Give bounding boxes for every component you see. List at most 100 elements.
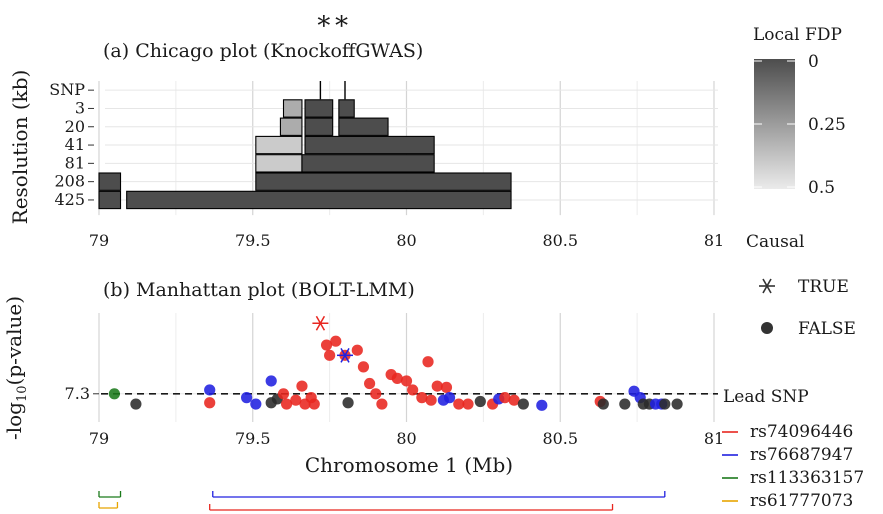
y-tick-label: 41 (65, 135, 85, 154)
manhattan-point (108, 388, 120, 400)
panel-b-y-axis-title: -log10(p-value) (2, 296, 30, 440)
manhattan-point (204, 384, 216, 396)
manhattan-point (431, 380, 443, 392)
panel-a-intervals (98, 99, 512, 210)
y-tick-label: 208 (54, 172, 85, 191)
interval-bar (304, 117, 334, 136)
manhattan-point (241, 392, 253, 404)
causal-star-point (312, 315, 329, 331)
interval-bar (338, 99, 355, 118)
manhattan-point (499, 392, 511, 404)
panel-b-x-ticks: 79 79.5 80 80.5 81 (89, 429, 724, 448)
legend-causal-false-label: FALSE (798, 319, 856, 339)
manhattan-point (597, 398, 609, 410)
x-tick-label: 79.5 (235, 429, 271, 448)
x-tick-label: 79.5 (235, 231, 271, 250)
manhattan-point (364, 377, 376, 390)
manhattan-point (400, 375, 413, 387)
manhattan-point (277, 388, 290, 400)
y-axis-title-prefix: -log (2, 402, 26, 440)
manhattan-point (357, 361, 370, 373)
panel-a-snp-lines (319, 81, 346, 100)
manhattan-point (536, 399, 548, 411)
causal-star-point (337, 347, 353, 363)
manhattan-point (320, 339, 333, 351)
x-tick-label: 80.5 (542, 231, 578, 250)
legend-lead-items: rs74096446 rs76687947 rs113363157 rs6177707… (722, 422, 864, 511)
interval-bar (279, 117, 303, 136)
legend-fdp-tick-label: 0.5 (808, 178, 835, 198)
manhattan-point (474, 395, 486, 408)
y-axis-title-suffix: (p-value) (2, 296, 26, 386)
manhattan-point (416, 392, 428, 404)
manhattan-point (407, 384, 419, 396)
manhattan-point (462, 398, 474, 410)
legend-lead-label: rs74096446 (750, 422, 853, 442)
interval-bar (98, 172, 122, 191)
interval-bar (255, 154, 303, 173)
manhattan-point (422, 356, 434, 368)
manhattan-point (296, 380, 308, 392)
panel-b-y-ticks: 7.3 (65, 384, 99, 403)
legend-causal-true-star-icon (759, 278, 775, 294)
legend-fdp-title: Local FDP (753, 25, 842, 45)
panel-a-x-ticks: 79 79.5 80 80.5 81 (89, 231, 724, 250)
y-tick-label: 81 (65, 153, 85, 172)
manhattan-point (250, 398, 262, 410)
x-tick-label: 80 (396, 231, 416, 250)
manhattan-point (130, 398, 142, 410)
legend-lead-label: rs76687947 (750, 445, 853, 465)
y-tick-label: SNP (49, 80, 85, 99)
legend-causal-true-label: TRUE (798, 277, 849, 297)
star-stroke (315, 315, 326, 331)
interval-bar (255, 172, 512, 191)
manhattan-point (391, 372, 403, 384)
interval-bar (255, 135, 303, 155)
manhattan-point (376, 398, 388, 410)
interval-bar (126, 190, 512, 210)
manhattan-point (342, 397, 354, 409)
manhattan-point (425, 394, 437, 406)
manhattan-point (453, 398, 465, 410)
panel-b-title: (b) Manhattan plot (BOLT-LMM) (103, 279, 415, 301)
significance-marker: ∗∗ (315, 6, 350, 36)
panel-b-points (108, 315, 683, 411)
x-tick-label: 79 (89, 231, 109, 250)
y-tick-label: 3 (75, 98, 85, 117)
legend-fdp-tick-label: 0 (808, 52, 819, 72)
x-tick-label: 79 (89, 429, 109, 448)
manhattan-point (443, 392, 456, 404)
panel-a-title: (a) Chicago plot (KnockoffGWAS) (103, 40, 423, 62)
legend-lead-title: Lead SNP (723, 387, 809, 407)
manhattan-point (308, 398, 320, 410)
y-axis-title-subscript: 10 (15, 385, 30, 402)
y-tick-label: 7.3 (65, 384, 90, 403)
interval-bar (304, 135, 435, 155)
manhattan-point (330, 335, 342, 347)
panel-b-x-axis-title: Chromosome 1 (Mb) (305, 453, 513, 477)
star-stroke (340, 347, 350, 363)
manhattan-point (671, 398, 683, 410)
interval-bar (98, 190, 122, 210)
manhattan-point (508, 394, 520, 406)
legend-fdp-tick-label: 0.25 (808, 115, 846, 135)
manhattan-point (517, 398, 529, 410)
x-tick-label: 80 (396, 429, 416, 448)
y-tick-label: 425 (54, 190, 85, 209)
manhattan-point (659, 398, 671, 410)
manhattan-point (619, 398, 631, 410)
y-tick-label: 20 (65, 117, 85, 136)
manhattan-point (280, 398, 293, 410)
lead-snp-range-bars (98, 491, 666, 511)
panel-a-y-axis-title: Resolution (kb) (8, 70, 32, 225)
manhattan-point (265, 375, 277, 387)
manhattan-point (204, 397, 216, 409)
manhattan-point (290, 394, 302, 406)
manhattan-point (351, 344, 363, 356)
manhattan-point (440, 381, 453, 393)
x-tick-label: 80.5 (542, 429, 578, 448)
legend-causal-false-dot-icon (761, 322, 773, 334)
x-tick-label: 81 (704, 429, 724, 448)
